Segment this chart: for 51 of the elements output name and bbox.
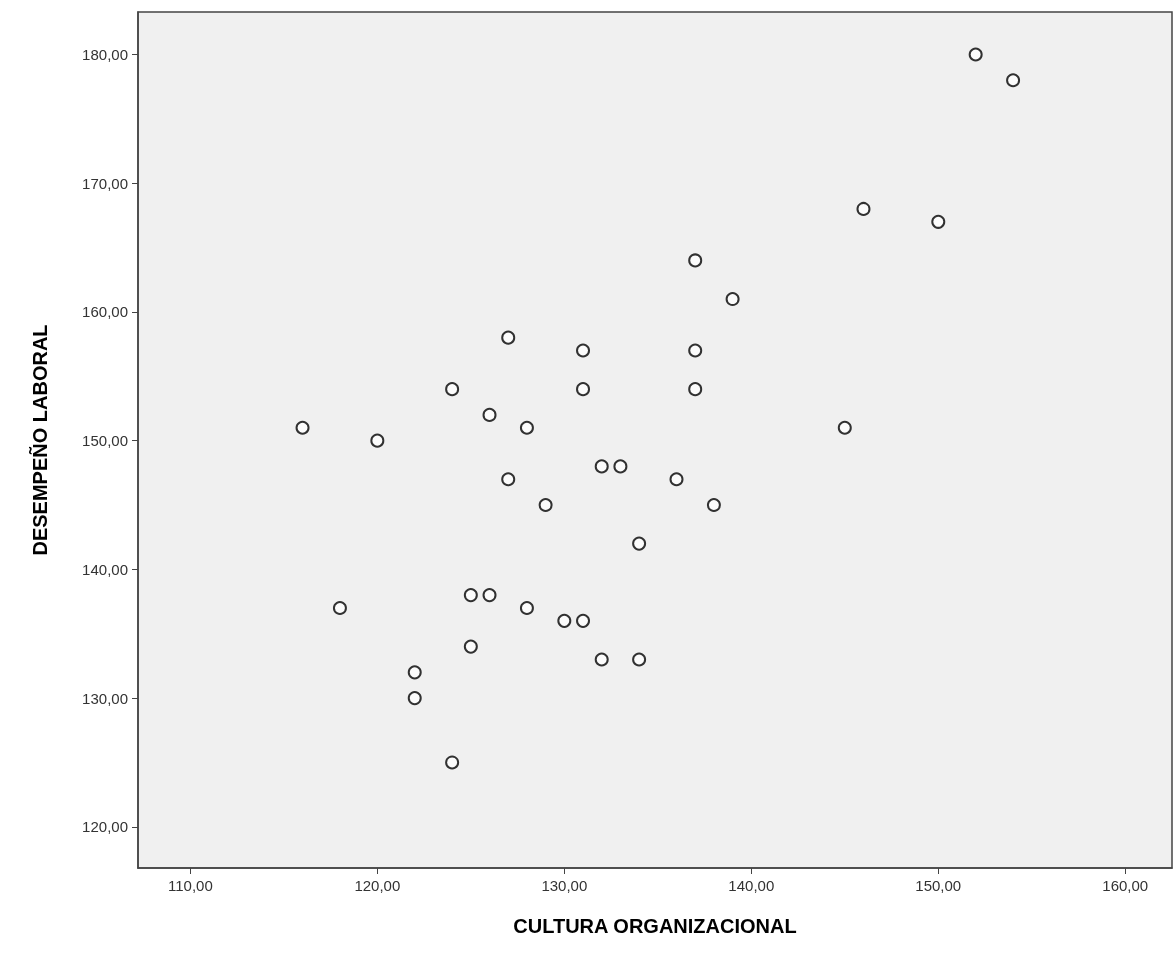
y-tick-label: 170,00 bbox=[82, 174, 128, 192]
point bbox=[463, 639, 478, 654]
point bbox=[407, 691, 422, 706]
y-tick-label: 130,00 bbox=[82, 689, 128, 707]
point bbox=[482, 588, 497, 603]
point bbox=[594, 459, 609, 474]
point bbox=[463, 588, 478, 603]
point bbox=[445, 382, 460, 397]
point bbox=[407, 665, 422, 680]
y-axis-title: DESEMPEÑO LABORAL bbox=[29, 324, 51, 556]
point bbox=[538, 498, 553, 512]
point bbox=[576, 382, 591, 397]
point bbox=[501, 330, 516, 345]
point bbox=[576, 343, 591, 358]
point bbox=[931, 214, 946, 229]
point bbox=[632, 536, 647, 551]
x-axis-title: CULTURA ORGANIZACIONAL bbox=[513, 915, 797, 937]
point bbox=[632, 652, 647, 667]
point bbox=[968, 47, 983, 62]
point bbox=[519, 600, 534, 615]
point bbox=[445, 755, 460, 770]
point bbox=[332, 600, 347, 615]
point bbox=[501, 472, 516, 487]
point bbox=[688, 382, 703, 397]
y-tick-label: 150,00 bbox=[82, 432, 128, 450]
point bbox=[519, 420, 534, 435]
point bbox=[295, 420, 310, 435]
point bbox=[706, 498, 721, 512]
point bbox=[856, 201, 871, 216]
point bbox=[725, 292, 740, 307]
point bbox=[688, 253, 703, 268]
point bbox=[557, 613, 572, 628]
x-tick-label: 160,00 bbox=[1102, 877, 1149, 894]
point bbox=[370, 433, 385, 448]
point bbox=[594, 652, 609, 667]
x-tick-label: 130,00 bbox=[541, 877, 588, 894]
y-tick-label: 160,00 bbox=[82, 303, 128, 321]
x-tick-label: 110,00 bbox=[167, 877, 213, 894]
point bbox=[576, 613, 591, 628]
x-tick-label: 120,00 bbox=[354, 877, 401, 894]
y-tick-label: 180,00 bbox=[82, 45, 128, 63]
x-tick-label: 150,00 bbox=[915, 877, 962, 894]
point bbox=[669, 472, 684, 487]
point bbox=[1006, 73, 1021, 88]
point bbox=[837, 420, 852, 435]
y-tick-label: 120,00 bbox=[82, 818, 128, 836]
x-tick-label: 140,00 bbox=[728, 877, 775, 894]
point bbox=[613, 459, 628, 474]
point bbox=[482, 407, 497, 422]
point bbox=[688, 343, 703, 358]
y-tick-label: 140,00 bbox=[82, 560, 128, 578]
